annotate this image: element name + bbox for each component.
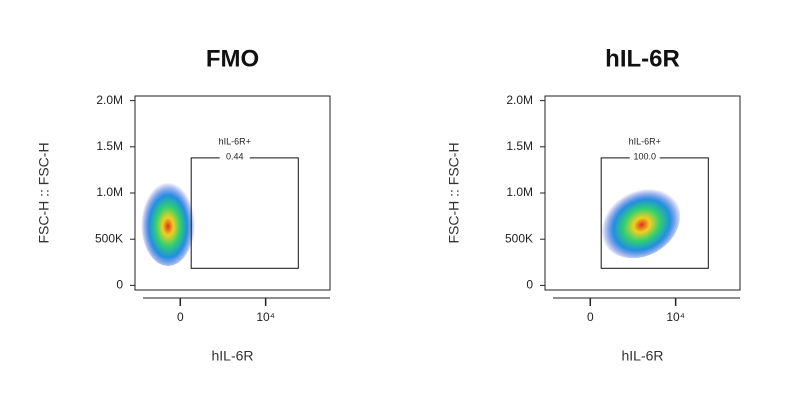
y-tick-label: 1.5M bbox=[96, 139, 123, 153]
y-axis-label: FSC-H :: FSC-H bbox=[446, 142, 462, 243]
x-tick-label: 10⁴ bbox=[666, 310, 685, 324]
x-tick-label: 0 bbox=[177, 310, 184, 324]
chart-title: FMO bbox=[206, 45, 259, 72]
x-axis-label: hIL-6R bbox=[621, 348, 663, 364]
y-tick-label: 2.0M bbox=[96, 93, 123, 107]
x-tick-label: 10⁴ bbox=[256, 310, 275, 324]
gate bbox=[190, 157, 299, 269]
chart-title: hIL-6R bbox=[605, 45, 680, 72]
y-axis-label: FSC-H :: FSC-H bbox=[36, 142, 52, 243]
gate-value: 100.0 bbox=[633, 151, 656, 161]
y-tick-label: 2.0M bbox=[506, 93, 533, 107]
x-tick-label: 0 bbox=[587, 310, 594, 324]
gate-label: hIL-6R+ bbox=[219, 136, 251, 146]
x-axis-label: hIL-6R bbox=[211, 348, 253, 364]
y-tick-label: 500K bbox=[505, 231, 533, 245]
density-cloud bbox=[141, 178, 195, 266]
gate-value-bg bbox=[629, 151, 660, 163]
gate-value-bg bbox=[219, 151, 250, 163]
y-tick-label: 0 bbox=[116, 278, 123, 292]
y-tick-label: 1.0M bbox=[506, 185, 533, 199]
y-tick-label: 0 bbox=[526, 278, 533, 292]
y-tick-label: 1.0M bbox=[96, 185, 123, 199]
gate-value: 0.44 bbox=[226, 151, 244, 161]
gate-label: hIL-6R+ bbox=[629, 136, 661, 146]
y-tick-label: 1.5M bbox=[506, 139, 533, 153]
density-cloud bbox=[599, 185, 681, 259]
y-tick-label: 500K bbox=[95, 231, 123, 245]
